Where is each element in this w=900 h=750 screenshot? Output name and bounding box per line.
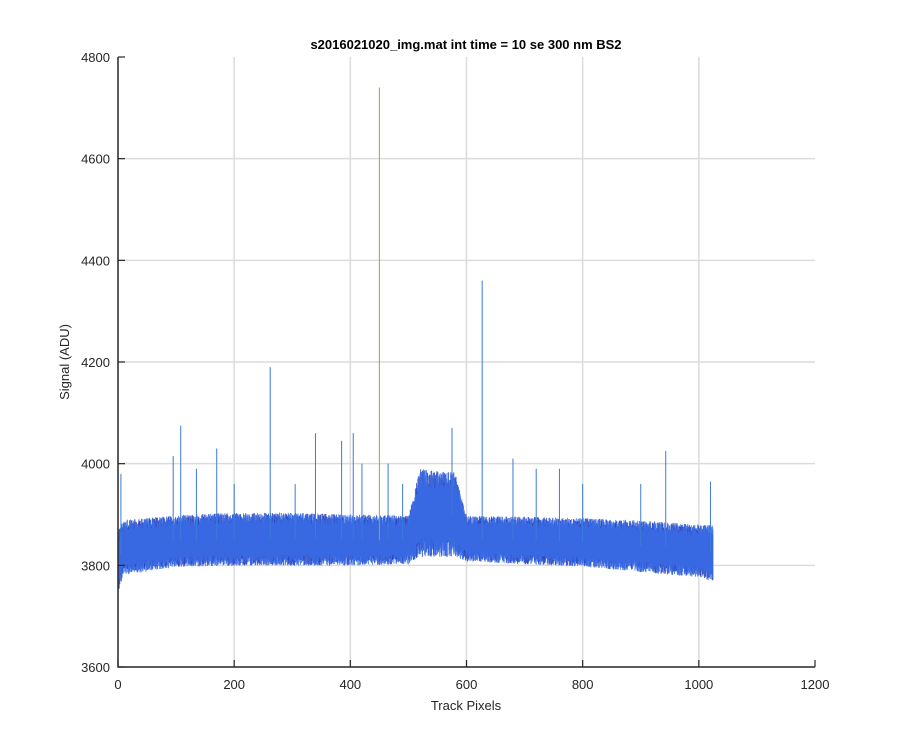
x-tick-label: 600 [456, 677, 478, 692]
x-tick-label: 1000 [684, 677, 713, 692]
y-axis-label: Signal (ADU) [57, 324, 72, 400]
data-series [118, 87, 714, 589]
y-tick-label: 4600 [81, 152, 110, 167]
y-tick-label: 4200 [81, 355, 110, 370]
axes [117, 56, 816, 668]
x-tick-label: 400 [339, 677, 361, 692]
x-tick-label: 200 [223, 677, 245, 692]
y-tick-label: 4000 [81, 457, 110, 472]
y-tick-label: 3800 [81, 558, 110, 573]
y-tick-label: 4800 [81, 50, 110, 65]
y-tick-label: 4400 [81, 253, 110, 268]
x-axis-label: Track Pixels [431, 698, 502, 713]
x-tick-label: 0 [114, 677, 121, 692]
x-tick-label: 800 [572, 677, 594, 692]
tick-labels: 0 200 400 600 800 1000 1200 3600 3800 4000 4200 440… [81, 50, 829, 692]
x-tick-label: 1200 [801, 677, 830, 692]
chart-title: s2016021020_img.mat int time = 10 se 300… [310, 37, 621, 52]
y-tick-label: 3600 [81, 660, 110, 675]
